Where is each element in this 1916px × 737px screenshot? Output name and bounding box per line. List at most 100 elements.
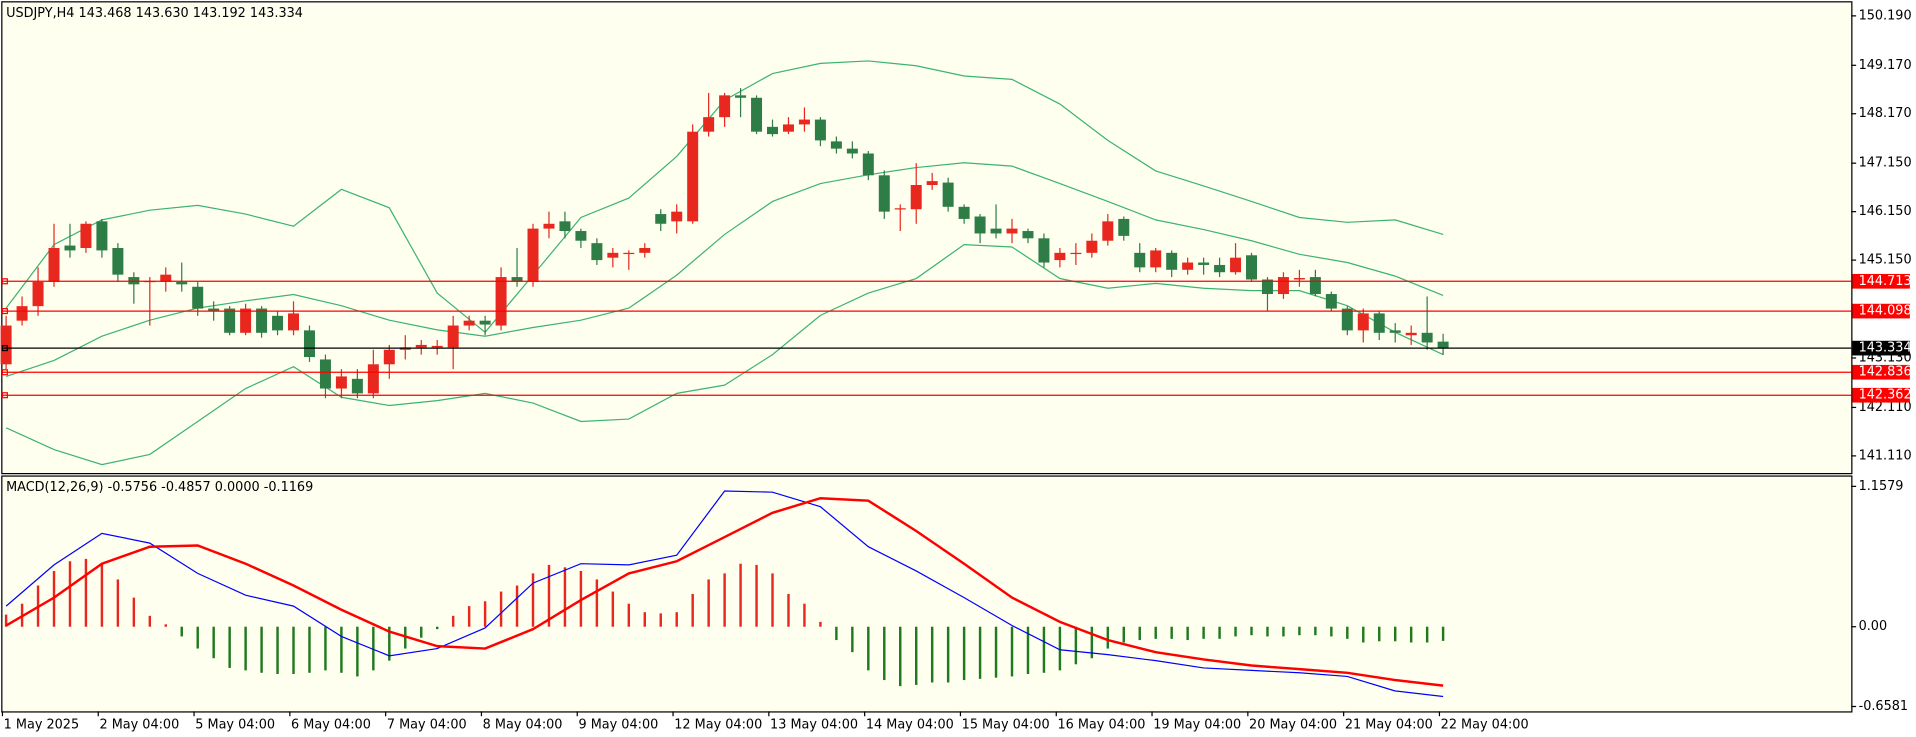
- candle-body: [96, 221, 108, 251]
- candle-body: [415, 344, 427, 348]
- candle-body: [543, 223, 555, 229]
- level-label-box: [1852, 387, 1910, 403]
- candle-body: [1261, 279, 1273, 295]
- bollinger-band: [5, 243, 1444, 466]
- candle-body: [367, 364, 379, 394]
- x-tick-label: 20 May 04:00: [1249, 717, 1337, 732]
- candle-body: [1246, 255, 1258, 280]
- candle-body: [990, 228, 1002, 234]
- level-label: 142.836: [1859, 365, 1912, 380]
- candle-body: [1230, 257, 1242, 273]
- candle-body: [319, 359, 331, 389]
- candle-body: [1182, 262, 1194, 270]
- y-tick-label: 148.170: [1859, 106, 1912, 121]
- level-marker: [1, 278, 8, 285]
- candle-body: [0, 325, 12, 365]
- y-tick-label: 149.170: [1859, 58, 1912, 73]
- y-tick-label: 0.00: [1859, 619, 1888, 634]
- candle-body: [463, 320, 475, 326]
- candle-body: [1166, 252, 1178, 270]
- candle-body: [80, 223, 92, 248]
- x-tick-label: 8 May 04:00: [483, 717, 563, 732]
- level-label-box: [1852, 303, 1910, 319]
- candle-body: [176, 281, 188, 285]
- candle-body: [383, 349, 395, 365]
- candle-body: [639, 247, 651, 253]
- candle-body: [1437, 341, 1449, 349]
- candle-body: [511, 277, 523, 282]
- candle-body: [288, 313, 300, 331]
- candle-body: [431, 345, 443, 348]
- candle-body: [894, 208, 906, 210]
- candle-body: [1054, 252, 1066, 261]
- candle-body: [192, 286, 204, 309]
- x-tick-label: 9 May 04:00: [578, 717, 658, 732]
- x-tick-label: 5 May 04:00: [195, 717, 275, 732]
- candle-body: [495, 277, 507, 326]
- candle-body: [479, 320, 491, 325]
- x-tick-label: 13 May 04:00: [770, 717, 858, 732]
- candle-body: [958, 206, 970, 219]
- level-marker: [1, 345, 8, 352]
- candle-body: [814, 119, 826, 141]
- candle-body: [607, 252, 619, 258]
- level-label: 144.713: [1859, 274, 1912, 289]
- candle-body: [830, 141, 842, 149]
- candle-body: [687, 131, 699, 222]
- macd-panel: [1, 475, 1853, 713]
- level-label: 144.098: [1859, 304, 1912, 319]
- candle-body: [926, 181, 938, 185]
- candle-body: [335, 376, 347, 389]
- candle-body: [591, 243, 603, 261]
- candle-body: [527, 228, 539, 282]
- candle-body: [798, 119, 810, 125]
- y-tick-label: 141.110: [1859, 448, 1912, 463]
- candle-body: [735, 95, 747, 98]
- candle-body: [1341, 308, 1353, 331]
- candle-body: [1325, 294, 1337, 309]
- candle-body: [671, 211, 683, 222]
- candle-body: [1373, 313, 1385, 333]
- price-panel: [1, 1, 1853, 475]
- x-tick-label: 21 May 04:00: [1345, 717, 1433, 732]
- level-label-box: [1852, 364, 1910, 380]
- candle-body: [303, 330, 315, 358]
- candle-body: [1006, 228, 1018, 234]
- bollinger-band: [5, 162, 1444, 377]
- macd-line: [5, 490, 1444, 698]
- candle-body: [256, 308, 268, 333]
- candle-body: [1309, 277, 1321, 295]
- candle-body: [16, 306, 28, 321]
- macd-title: MACD(12,26,9) -0.5756 -0.4857 0.0000 -0.…: [6, 480, 313, 495]
- candle-body: [1134, 252, 1146, 268]
- y-tick-label: 142.110: [1859, 400, 1912, 415]
- y-tick-label: 150.190: [1859, 8, 1912, 23]
- candle-body: [1405, 332, 1417, 336]
- x-tick-label: 19 May 04:00: [1153, 717, 1241, 732]
- candle-body: [1277, 277, 1289, 295]
- candle-body: [719, 95, 731, 118]
- level-marker: [1, 369, 8, 376]
- level-label-box: [1852, 340, 1910, 356]
- level-marker: [1, 308, 8, 315]
- candle-body: [767, 126, 779, 135]
- x-tick-label: 16 May 04:00: [1057, 717, 1145, 732]
- y-tick-label: 145.150: [1859, 253, 1912, 268]
- candle-body: [64, 245, 76, 251]
- y-tick-label: 146.150: [1859, 204, 1912, 219]
- candle-body: [1214, 264, 1226, 273]
- candle-body: [1038, 238, 1050, 263]
- candle-body: [224, 308, 236, 333]
- candle-body: [575, 231, 587, 241]
- x-tick-label: 12 May 04:00: [674, 717, 762, 732]
- candle-body: [160, 274, 172, 282]
- x-tick-label: 15 May 04:00: [962, 717, 1050, 732]
- x-tick-label: 1 May 2025: [4, 717, 79, 732]
- candle-body: [240, 308, 252, 333]
- candle-body: [1070, 252, 1082, 255]
- candle-body: [703, 117, 715, 132]
- candle-body: [942, 182, 954, 207]
- y-tick-label: 1.1579: [1859, 479, 1904, 494]
- y-tick-label: -0.6581: [1859, 699, 1909, 714]
